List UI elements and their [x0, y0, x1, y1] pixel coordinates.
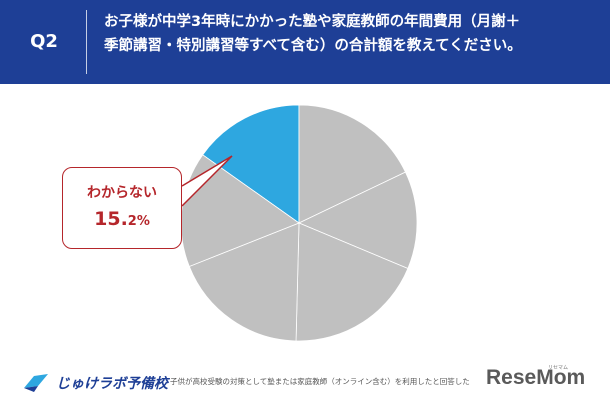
question-line-2: 季節講習・特別講習等すべて含む）の合計額を教えてください。 [104, 38, 522, 54]
resemom-logo: ReseMom [486, 366, 586, 389]
pie-slice-highlighted [202, 104, 300, 224]
question-number: Q2 [30, 30, 58, 52]
callout-value-number: 15. [94, 208, 128, 230]
callout-value-decimal: 2% [127, 214, 150, 229]
logo: じゅけラボ予備校 [22, 370, 168, 396]
callout-value: 15.2% [63, 208, 181, 230]
pie-slice [188, 222, 300, 342]
question-text: お子様が中学3年時にかかった塾や家庭教師の年間費用（月謝＋ 季節講習・特別講習等… [104, 10, 599, 74]
question-header: Q2 お子様が中学3年時にかかった塾や家庭教師の年間費用（月謝＋ 季節講習・特別… [0, 0, 610, 84]
pie-chart [180, 104, 418, 342]
pie-slice [298, 171, 418, 270]
callout-label: わからない [87, 185, 157, 201]
logo-text: じゅけラボ予備校 [56, 376, 168, 392]
pie-slice [298, 104, 406, 224]
chart-panel: わからない 15.2% [10, 86, 600, 364]
callout-box: わからない 15.2% [62, 167, 182, 249]
resemom-logo-sub: リセマム [548, 365, 569, 371]
juke-labo-logo-icon [24, 374, 48, 392]
footnote: 子供が高校受験の対策として塾または家庭教師（オンライン含む）を利用したと回答した… [170, 377, 470, 386]
pie-slice [295, 222, 409, 342]
header-divider [86, 10, 87, 74]
question-line-1: お子様が中学3年時にかかった塾や家庭教師の年間費用（月謝＋ [104, 14, 521, 30]
footer: じゅけラボ予備校 子供が高校受験の対策として塾または家庭教師（オンライン含む）を… [0, 364, 610, 400]
callout-pointer [181, 155, 233, 207]
